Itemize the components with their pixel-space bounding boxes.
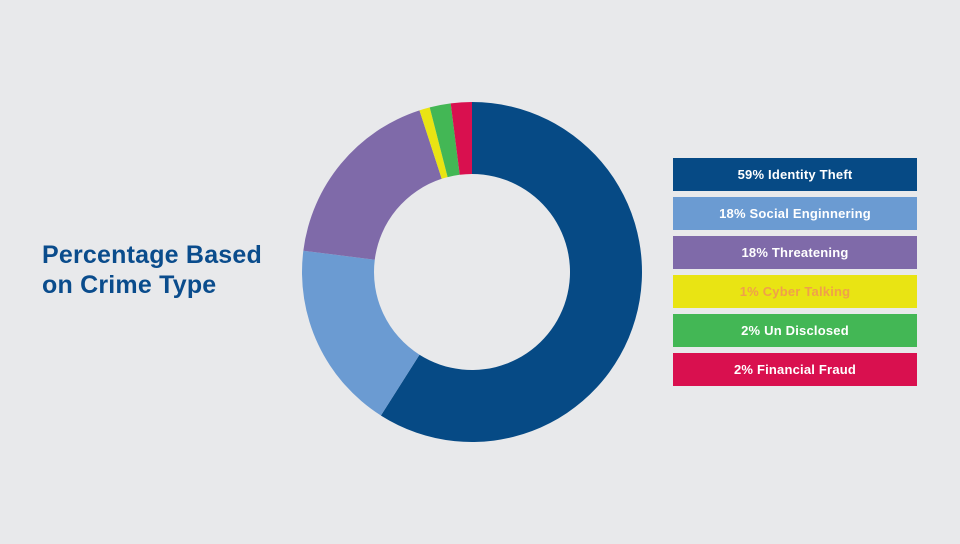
- donut-slice-cyber-talking: [419, 107, 448, 179]
- chart-title-line-1: Percentage Based: [42, 241, 262, 269]
- donut-slice-un-disclosed: [429, 103, 460, 178]
- chart-title-line-2: on Crime Type: [42, 271, 217, 299]
- donut-slice-threatening: [303, 110, 442, 260]
- donut-slice-financial-fraud: [450, 102, 472, 175]
- legend-item-financial-fraud: 2% Financial Fraud: [673, 353, 917, 386]
- legend-item-identity-theft: 59% Identity Theft: [673, 158, 917, 191]
- legend-item-social-enginnering: 18% Social Enginnering: [673, 197, 917, 230]
- legend-item-cyber-talking: 1% Cyber Talking: [673, 275, 917, 308]
- chart-legend: 59% Identity Theft 18% Social Enginnering…: [673, 158, 917, 392]
- legend-item-threatening: 18% Threatening: [673, 236, 917, 269]
- chart-title: Percentage Based on Crime Type: [42, 240, 302, 300]
- legend-item-un-disclosed: 2% Un Disclosed: [673, 314, 917, 347]
- donut-chart: [302, 102, 642, 442]
- donut-slice-social-enginnering: [302, 250, 420, 416]
- donut-slice-identity-theft: [380, 102, 642, 442]
